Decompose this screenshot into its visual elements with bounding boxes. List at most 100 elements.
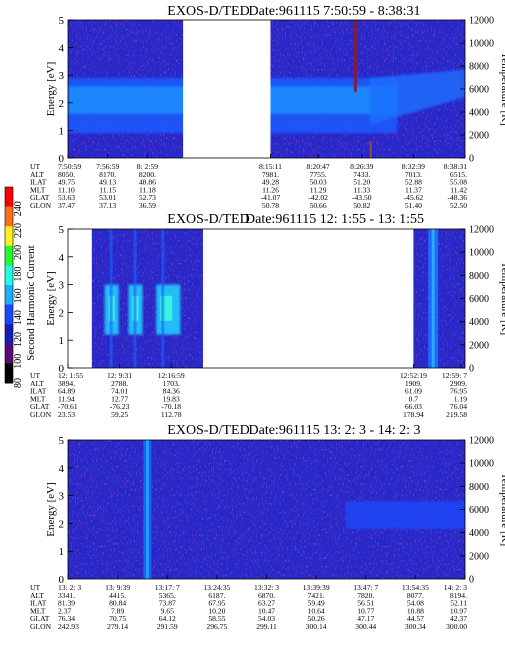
y-axis-label: Energy [eV]: [45, 271, 57, 325]
table-cell: -42.02: [308, 193, 328, 202]
row-label: ALT: [30, 379, 44, 388]
y2-tick-label: 12000: [469, 16, 494, 27]
table-cell: 12:52:19: [400, 371, 427, 380]
table-cell: -76.23: [110, 402, 130, 411]
colorbar-cell: [5, 245, 13, 266]
row-label: MLT: [30, 606, 46, 615]
y-tick-label: 4: [59, 463, 65, 475]
table-cell: 11.33: [353, 185, 370, 194]
colorbar-tick-label: 80: [13, 378, 24, 388]
y-tick-label: 4: [59, 43, 65, 55]
row-label: UT: [30, 371, 40, 380]
table-cell: 19.83: [163, 394, 180, 403]
table-cell: 2909.: [450, 379, 467, 388]
y2-tick-label: 2000: [469, 340, 489, 351]
table-cell: 81.39: [58, 599, 75, 608]
emission-column: [161, 229, 165, 368]
table-cell: 42.37: [450, 614, 467, 623]
table-cell: -41.07: [261, 193, 281, 202]
table-cell: 59.25: [111, 410, 128, 419]
table-cell: 1909.: [405, 379, 422, 388]
table-cell: 54.08: [407, 599, 424, 608]
table-cell: 7421.: [308, 591, 325, 600]
colorbar-cell: [5, 304, 13, 325]
table-cell: 52.50: [450, 201, 467, 210]
table-cell: 2.37: [58, 606, 71, 615]
table-cell: 10.20: [208, 606, 225, 615]
panel-title: Date:961115 12: 1:55 - 13: 1:55: [245, 212, 424, 227]
y-tick-label: 2: [59, 307, 65, 319]
row-label: ILAT: [30, 599, 47, 608]
table-cell: 8:15:11: [259, 162, 282, 171]
y2-tick-label: 12000: [469, 225, 494, 236]
table-cell: 8200.: [139, 170, 156, 179]
row-label: MLT: [30, 185, 46, 194]
y2-tick-label: 0: [469, 364, 474, 375]
y-tick-label: 5: [59, 224, 65, 236]
table-cell: 6515.: [450, 170, 467, 179]
table-cell: -43.50: [352, 193, 372, 202]
table-cell: 11.26: [262, 185, 279, 194]
table-cell: 6870.: [258, 591, 275, 600]
colorbar-label: Second Harmonic Current: [25, 245, 37, 360]
table-cell: 291.59: [157, 622, 178, 631]
y2-tick-label: 4000: [469, 317, 489, 328]
colorbar-tick-label: 240: [13, 201, 24, 216]
table-cell: 44.57: [407, 614, 424, 623]
table-cell: 300.34: [405, 622, 426, 631]
table-cell: 8:20:47: [307, 162, 330, 171]
table-cell: 13:39:39: [303, 583, 330, 592]
table-cell: 53.63: [58, 193, 75, 202]
table-cell: 37.47: [58, 201, 75, 210]
y2-tick-label: 6000: [469, 294, 489, 305]
table-cell: 13:47: 7: [353, 583, 378, 592]
colorbar-cell: [5, 363, 13, 384]
table-cell: 5365.: [159, 591, 176, 600]
table-cell: 7433.: [353, 170, 370, 179]
y2-tick-label: 4000: [469, 108, 489, 119]
y2-tick-label: 2000: [469, 131, 489, 142]
y-tick-label: 0: [59, 153, 65, 165]
row-label: UT: [30, 162, 40, 171]
panel-instrument: EXOS-D/TED: [167, 212, 249, 227]
table-cell: 10.88: [407, 606, 424, 615]
data-gap: [68, 228, 92, 369]
colorbar-tick-label: 140: [13, 310, 24, 325]
colorbar-cell: [5, 324, 13, 345]
colorbar-cell: [5, 285, 13, 306]
table-cell: 296.75: [206, 622, 227, 631]
table-cell: 2788.: [111, 379, 128, 388]
table-cell: 8077.: [407, 591, 424, 600]
panel-title: Date:961115 13: 2: 3 - 14: 2: 3: [249, 423, 421, 438]
spike-line: [353, 20, 357, 92]
y-tick-label: 5: [59, 435, 65, 447]
table-cell: 3341.: [58, 591, 75, 600]
table-cell: 50.03: [310, 178, 327, 187]
table-cell: 7:56:59: [96, 162, 119, 171]
colorbar-tick-label: 160: [13, 288, 24, 303]
table-cell: 10.97: [450, 606, 467, 615]
y2-tick-label: 8000: [469, 271, 489, 282]
y-axis-label: Energy [eV]: [45, 482, 57, 536]
colorbar-tick-label: 200: [13, 245, 24, 260]
table-cell: 12.77: [111, 394, 128, 403]
table-cell: 10.47: [258, 606, 275, 615]
table-cell: 10.64: [308, 606, 325, 615]
table-cell: 7820.: [357, 591, 374, 600]
table-cell: 7.89: [111, 606, 124, 615]
y-tick-label: 0: [59, 363, 65, 375]
table-cell: 13:54:35: [402, 583, 429, 592]
table-cell: 8:26:39: [350, 162, 373, 171]
panel-instrument: EXOS-D/TED: [167, 4, 249, 19]
table-cell: 50.78: [262, 201, 279, 210]
table-cell: 7013.: [405, 170, 422, 179]
table-cell: 80.84: [109, 599, 126, 608]
table-cell: -70.61: [58, 402, 78, 411]
table-cell: 4415.: [109, 591, 126, 600]
table-cell: 73.87: [159, 599, 176, 608]
table-cell: 1703.: [163, 379, 180, 388]
table-cell: 49.28: [262, 178, 279, 187]
table-cell: 8194.: [450, 591, 467, 600]
table-cell: 53.01: [99, 193, 116, 202]
table-cell: 67.95: [208, 599, 225, 608]
